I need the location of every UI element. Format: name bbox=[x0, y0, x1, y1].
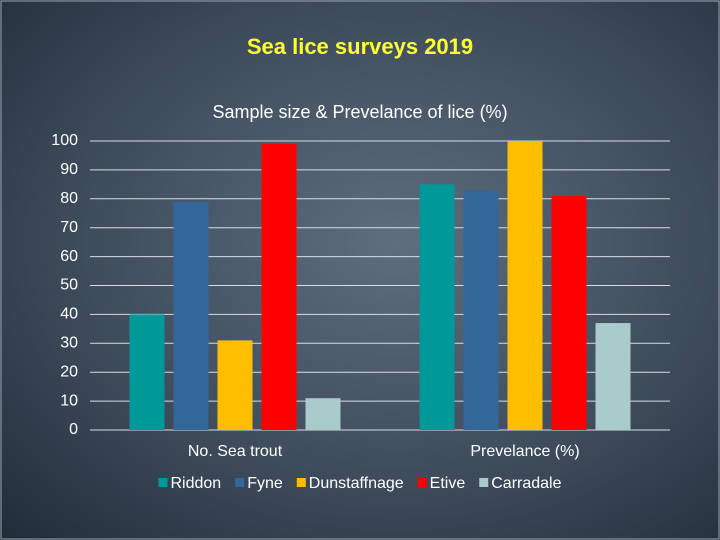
bar bbox=[595, 323, 631, 430]
y-tick-label: 50 bbox=[60, 277, 78, 294]
legend-label: Fyne bbox=[247, 475, 283, 492]
y-tick-label: 20 bbox=[60, 363, 78, 380]
y-tick-label: 100 bbox=[51, 132, 78, 149]
legend-swatch bbox=[479, 478, 489, 487]
slide-title: Sea lice surveys 2019 bbox=[247, 34, 473, 59]
x-tick-label: Prevelance (%) bbox=[470, 443, 579, 460]
y-tick-label: 90 bbox=[60, 161, 78, 178]
legend-swatch bbox=[296, 478, 306, 487]
bar bbox=[463, 190, 499, 430]
chart-title: Sample size & Prevelance of lice (%) bbox=[212, 102, 507, 122]
y-tick-label: 10 bbox=[60, 392, 78, 409]
legend-swatch bbox=[235, 478, 245, 487]
legend-label: Riddon bbox=[170, 475, 221, 492]
bar bbox=[261, 143, 297, 430]
bar bbox=[129, 314, 165, 430]
legend-label: Etive bbox=[430, 475, 466, 492]
y-tick-label: 0 bbox=[69, 421, 78, 438]
legend-swatch bbox=[417, 478, 427, 487]
bar bbox=[305, 398, 341, 430]
bar bbox=[507, 141, 543, 430]
bar bbox=[217, 340, 253, 430]
legend-label: Carradale bbox=[491, 475, 561, 492]
bar bbox=[419, 184, 455, 430]
y-tick-label: 70 bbox=[60, 219, 78, 236]
bar bbox=[551, 195, 587, 430]
y-tick-label: 40 bbox=[60, 306, 78, 323]
y-tick-label: 80 bbox=[60, 190, 78, 207]
legend-swatch bbox=[158, 478, 168, 487]
x-tick-label: No. Sea trout bbox=[188, 443, 283, 460]
legend-label: Dunstaffnage bbox=[309, 475, 404, 492]
y-tick-label: 30 bbox=[60, 335, 78, 352]
bar bbox=[173, 201, 209, 430]
y-tick-label: 60 bbox=[60, 248, 78, 265]
